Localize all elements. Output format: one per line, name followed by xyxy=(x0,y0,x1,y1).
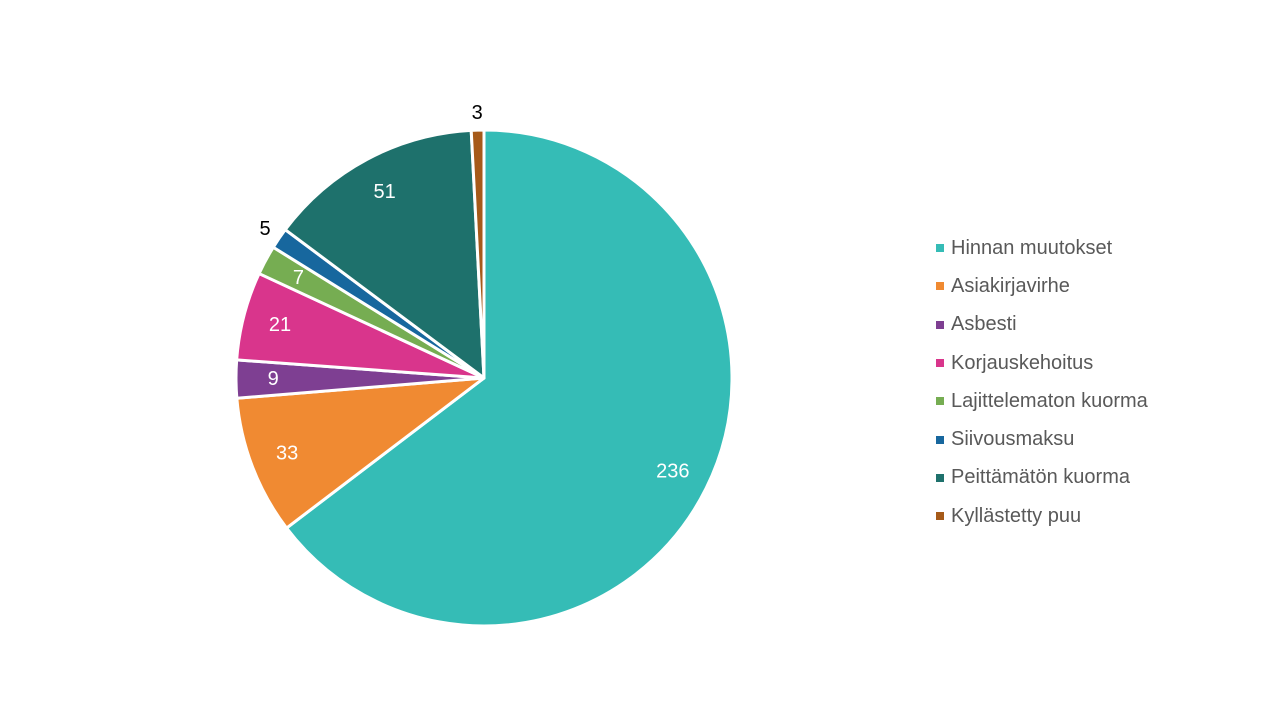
data-label-hinnan-muutokset: 236 xyxy=(656,461,689,483)
legend-item-kyllastetty-puu: Kyllästetty puu xyxy=(936,497,1148,535)
data-label-siivousmaksu: 5 xyxy=(259,218,270,240)
pie-slice-kyllastetty-puu xyxy=(469,128,486,380)
legend-swatch xyxy=(936,282,944,291)
legend-label: Hinnan muutokset xyxy=(951,236,1113,259)
legend-item-asbesti: Asbesti xyxy=(936,306,1148,344)
pie-slice-asiakirjavirhe xyxy=(235,376,486,530)
legend-swatch xyxy=(936,397,944,406)
pie-slices xyxy=(234,128,734,628)
data-label-korjauskehoitus: 21 xyxy=(269,314,291,336)
data-label-peittamaton-kuorma: 51 xyxy=(374,181,396,203)
legend-label: Korjauskehoitus xyxy=(951,351,1094,374)
legend-label: Siivousmaksu xyxy=(951,428,1075,451)
legend-swatch xyxy=(936,435,944,444)
legend-label: Peittämätön kuorma xyxy=(951,466,1130,489)
legend: Hinnan muutokset Asiakirjavirhe Asbesti Kor… xyxy=(936,229,1148,535)
legend-label: Asiakirjavirhe xyxy=(951,274,1070,297)
legend-label: Asbesti xyxy=(951,313,1017,336)
legend-swatch xyxy=(936,359,944,368)
legend-label: Kyllästetty puu xyxy=(951,504,1082,527)
legend-item-asiakirjavirhe: Asiakirjavirhe xyxy=(936,267,1148,305)
legend-swatch xyxy=(936,320,944,329)
data-label-asbesti: 9 xyxy=(268,368,279,390)
pie-slice-peittamaton-kuorma xyxy=(283,128,486,380)
legend-item-lajittelematon-kuorma: Lajittelematon kuorma xyxy=(936,382,1148,420)
pie-data-labels: 236 33 9 21 7 5 51 3 xyxy=(259,102,689,483)
pie-slice-hinnan-muutokset xyxy=(285,128,734,628)
legend-swatch xyxy=(936,244,944,253)
legend-swatch xyxy=(936,512,944,521)
data-label-lajittelematon-kuorma: 7 xyxy=(293,267,304,289)
legend-item-korjauskehoitus: Korjauskehoitus xyxy=(936,344,1148,382)
legend-item-hinnan-muutokset: Hinnan muutokset xyxy=(936,229,1148,267)
legend-item-peittamaton-kuorma: Peittämätön kuorma xyxy=(936,459,1148,497)
legend-label: Lajittelematon kuorma xyxy=(951,389,1148,412)
data-label-kyllastetty-puu: 3 xyxy=(472,102,483,124)
legend-item-siivousmaksu: Siivousmaksu xyxy=(936,420,1148,458)
data-label-asiakirjavirhe: 33 xyxy=(276,442,298,464)
legend-swatch xyxy=(936,473,944,482)
